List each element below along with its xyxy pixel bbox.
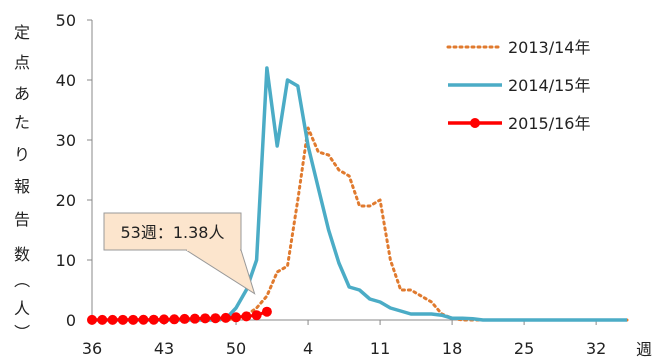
x-tick-label: 25 [514,339,534,358]
data-point [179,313,190,324]
series-group [87,66,629,325]
y-axis-label-char: た [14,113,30,132]
y-axis-label-char: ） [12,324,31,340]
legend-marker [470,118,480,128]
y-axis-label-char: （ [12,272,31,288]
y-tick-label: 30 [56,131,76,150]
data-point [220,312,231,323]
callout-pointer [184,249,256,295]
data-point [200,313,211,324]
data-point [128,314,139,325]
y-axis-label-char: あ [14,84,30,103]
x-tick-label: 36 [82,339,102,358]
axes [91,20,627,321]
data-point [97,314,108,325]
y-tick-label: 40 [56,71,76,90]
y-tick-label: 0 [66,311,76,330]
data-point [107,314,118,325]
y-axis-label-char: 定 [14,23,30,42]
x-axis-label: 週 [636,340,652,358]
callout-text: 53週：1.38人 [121,223,225,242]
data-point [251,310,262,321]
y-axis-label-char: 報 [14,177,30,196]
data-point [87,314,97,325]
data-point [241,311,252,322]
data-point [117,314,128,325]
data-point [210,313,221,324]
x-tick-label: 18 [442,339,462,358]
data-point [148,314,159,325]
data-point [138,314,149,325]
x-tick-label: 43 [154,339,174,358]
y-tick-label: 20 [56,191,76,210]
data-point [261,306,272,317]
y-axis-label-char: り [14,145,30,164]
data-point [231,312,242,323]
series-line [92,66,627,322]
y-tick-label: 10 [56,251,76,270]
y-axis-label-char: 人 [14,299,30,318]
x-tick-label: 32 [586,339,606,358]
x-tick-label: 11 [370,339,390,358]
legend-label: 2015/16年 [508,114,590,133]
legend: 2013/14年 2014/15年 2015/16年 [446,38,590,133]
annotation: 53週：1.38人 [103,212,256,295]
x-tick-label: 50 [226,339,246,358]
data-point [169,314,180,325]
y-axis-label-char: 点 [14,53,30,72]
y-axis-label-char: 数 [14,245,30,264]
x-ticks: 36 43 50 4 11 18 25 32 週 [82,320,652,358]
y-tick-label: 50 [56,11,76,30]
data-point [159,314,170,325]
callout-box [103,212,242,251]
data-point [189,313,200,324]
legend-label: 2014/15年 [508,76,590,95]
y-ticks: 0 10 20 30 40 50 [56,11,92,330]
y-axis-label-char: 告 [14,210,30,229]
legend-label: 2013/14年 [508,38,590,57]
x-tick-label: 4 [303,339,313,358]
